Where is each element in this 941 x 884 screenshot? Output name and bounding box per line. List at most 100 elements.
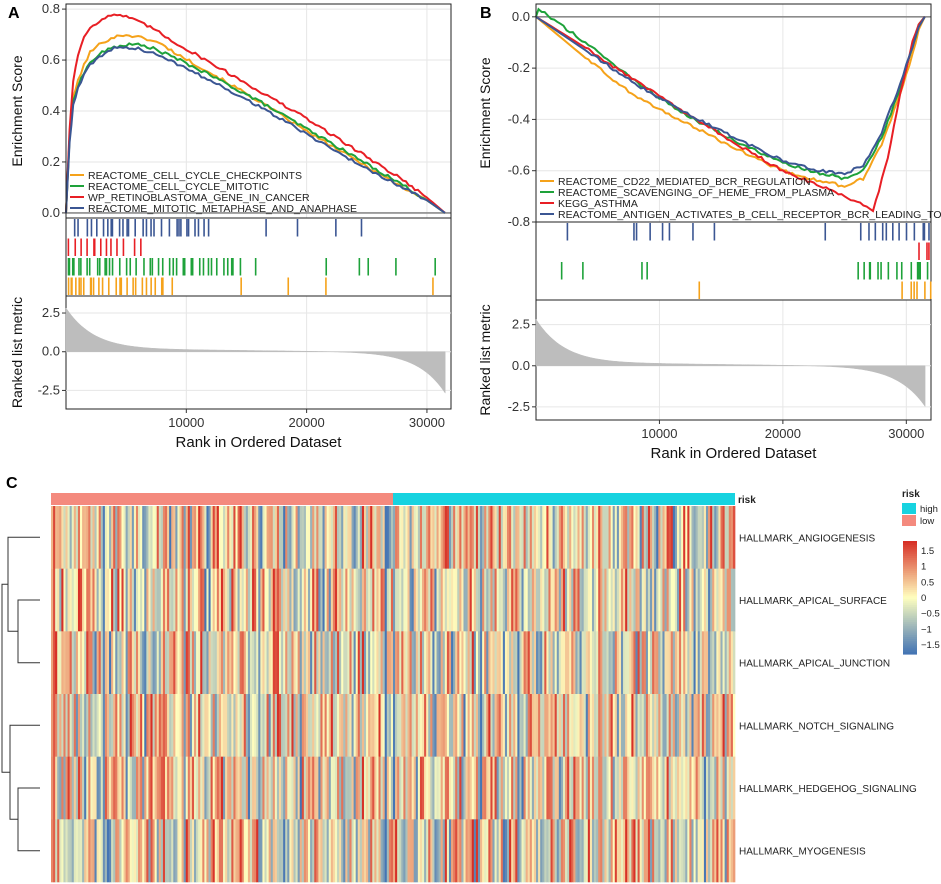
heatmap-cell xyxy=(88,631,91,695)
heatmap-cell xyxy=(152,694,155,757)
heatmap-cell xyxy=(602,631,605,695)
heatmap-cell xyxy=(67,568,70,632)
heatmap-cell xyxy=(490,506,493,569)
heatmap-cell xyxy=(538,631,541,695)
heatmap-cell xyxy=(407,694,410,757)
heatmap-cell xyxy=(146,819,149,883)
heatmap-cell xyxy=(515,694,518,757)
heatmap-cell xyxy=(86,819,89,883)
heatmap-cell xyxy=(401,631,404,695)
heatmap-cell xyxy=(233,819,236,883)
heatmap-cell xyxy=(69,694,73,757)
heatmap-cell xyxy=(674,568,678,632)
heatmap-cell xyxy=(353,694,357,757)
heatmap-cell xyxy=(69,631,73,695)
heatmap-cell xyxy=(57,694,60,757)
heatmap-cell xyxy=(388,631,392,695)
heatmap-cell xyxy=(399,694,402,757)
heatmap-cell xyxy=(270,756,274,820)
heatmap-cell xyxy=(625,631,628,695)
heatmap-cell xyxy=(426,631,429,695)
heatmap-cell xyxy=(581,631,585,695)
heatmap-cell xyxy=(94,631,97,695)
heatmap-cell xyxy=(411,756,415,820)
heatmap-cell xyxy=(422,819,425,883)
heatmap-cell xyxy=(301,694,305,757)
heatmap-cell xyxy=(125,631,129,695)
scale-segment xyxy=(903,610,917,614)
heatmap-cell xyxy=(695,631,699,695)
heatmap-cell xyxy=(239,694,243,757)
heatmap-cell xyxy=(353,631,357,695)
heatmap-cell xyxy=(708,694,711,757)
heatmap-cell xyxy=(533,756,537,820)
heatmap-cell xyxy=(351,694,354,757)
scale-segment xyxy=(903,541,917,544)
heatmap-cell xyxy=(457,819,460,883)
heatmap-cell xyxy=(693,819,696,883)
heatmap-cell xyxy=(189,756,193,820)
heatmap-cell xyxy=(61,506,64,569)
heatmap-cell xyxy=(341,694,344,757)
heatmap-cell xyxy=(71,756,75,820)
heatmap-cell xyxy=(681,819,684,883)
heatmap-cell xyxy=(434,756,437,820)
heatmap-cell xyxy=(467,819,471,883)
heatmap-cell xyxy=(123,694,126,757)
heatmap-cell xyxy=(160,756,164,820)
heatmap-cell xyxy=(623,756,626,820)
heatmap-cell xyxy=(621,694,624,757)
heatmap-cell xyxy=(471,506,475,569)
heatmap-cell xyxy=(378,694,381,757)
heatmap-cell xyxy=(187,506,191,569)
heatmap-cell xyxy=(399,756,402,820)
heatmap-cell xyxy=(225,756,228,820)
heatmap-cell xyxy=(100,568,104,632)
heatmap-cell xyxy=(691,631,694,695)
heatmap-cell xyxy=(652,756,655,820)
heatmap-cell xyxy=(63,506,66,569)
heatmap-cell xyxy=(293,506,296,569)
heatmap-cell xyxy=(546,631,549,695)
heatmap-cell xyxy=(92,568,95,632)
y-tick-label: 0.0 xyxy=(512,9,530,24)
heatmap-cell xyxy=(502,694,506,757)
heatmap-cell xyxy=(635,819,638,883)
heatmap-cell xyxy=(676,506,680,569)
heatmap-cell xyxy=(305,819,309,883)
heatmap-cell xyxy=(115,506,118,569)
heatmap-cell xyxy=(252,568,255,632)
heatmap-cell xyxy=(102,631,106,695)
heatmap-cell xyxy=(428,756,431,820)
heatmap-cell xyxy=(90,631,93,695)
heatmap-cell xyxy=(594,694,597,757)
heatmap-cell xyxy=(175,694,178,757)
heatmap-cell xyxy=(560,568,564,632)
heatmap-cell xyxy=(109,819,112,883)
heatmap-cell xyxy=(502,631,506,695)
heatmap-cell xyxy=(326,631,330,695)
heatmap-cell xyxy=(432,631,435,695)
heatmap-cell xyxy=(121,568,124,632)
heatmap-cell xyxy=(471,694,475,757)
heatmap-cell xyxy=(687,694,690,757)
heatmap-cell xyxy=(212,506,216,569)
heatmap-cell xyxy=(589,819,593,883)
heatmap-cell xyxy=(57,756,60,820)
heatmap-cell xyxy=(305,568,309,632)
heatmap-cell xyxy=(382,694,386,757)
heatmap-cell xyxy=(511,694,514,757)
heatmap-cell xyxy=(96,631,100,695)
heatmap-cell xyxy=(469,631,473,695)
heatmap-cell xyxy=(63,756,66,820)
heatmap-cell xyxy=(368,506,371,569)
heatmap-cell xyxy=(243,568,247,632)
heatmap-cell xyxy=(301,631,305,695)
heatmap-cell xyxy=(571,756,574,820)
heatmap-cell xyxy=(330,756,334,820)
heatmap-cell xyxy=(142,506,145,569)
heatmap-cell xyxy=(57,568,60,632)
heatmap-cell xyxy=(380,756,383,820)
heatmap-cell xyxy=(305,756,309,820)
heatmap-cell xyxy=(274,819,278,883)
